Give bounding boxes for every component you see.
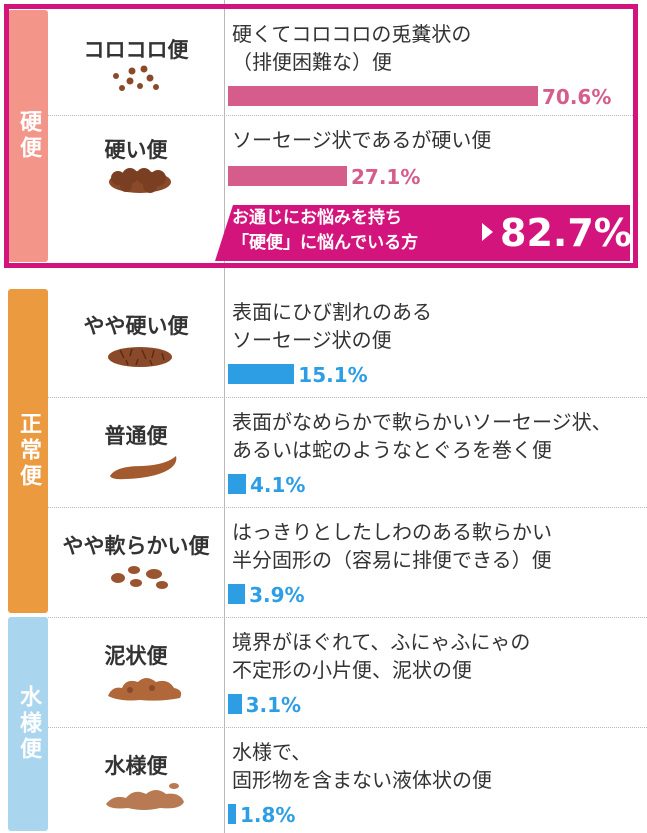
pellets-icon <box>113 65 159 91</box>
callout-value: 82.7% <box>500 211 632 255</box>
value-label-watery: 1.8% <box>240 803 296 827</box>
stool-name-slightly-hard: やや硬い便 <box>83 314 189 338</box>
bar-pellets <box>228 86 538 106</box>
bar-watery <box>228 804 236 824</box>
category-normal: 正常便 <box>8 289 48 613</box>
value-label-slightly-soft: 3.9% <box>249 583 305 607</box>
value-label-pellets: 70.6% <box>542 85 612 109</box>
bar-mushy <box>228 694 242 714</box>
callout-text: お通じにお悩みを持ち 「硬便」に悩んでいる方 <box>232 208 419 253</box>
row-separator <box>48 397 647 398</box>
desc-pellets: 硬くてコロコロの兎糞状の （排便困難な）便 <box>232 22 472 74</box>
column-divider <box>224 0 225 833</box>
value-label-mushy: 3.1% <box>245 693 302 717</box>
value-label-normal: 4.1% <box>250 473 306 497</box>
desc-normal: 表面がなめらかで軟らかいソーセージ状、 あるいは蛇のようなとぐろを巻く便 <box>232 410 612 462</box>
category-watery: 水様便 <box>8 617 48 831</box>
bar-slightly-soft <box>228 584 246 604</box>
hard-stool-total-callout <box>215 205 630 261</box>
desc-watery: 水様で、 固形物を含まない液体状の便 <box>232 740 492 792</box>
stool-name-normal: 普通便 <box>104 424 168 448</box>
stool-name-slightly-soft: やや軟らかい便 <box>62 534 210 558</box>
desc-mushy: 境界がほぐれて、ふにゃふにゃの 不定形の小片便、泥状の便 <box>232 630 531 682</box>
bar-normal <box>228 474 246 494</box>
stool-name-mushy: 泥状便 <box>104 644 168 668</box>
stool-name-pellets: コロコロ便 <box>83 38 189 62</box>
callout-arrow-icon <box>482 223 493 241</box>
hard-stool-highlight-frame <box>4 4 638 268</box>
lumpy-sausage-icon <box>109 168 171 193</box>
desc-hard: ソーセージ状であるが硬い便 <box>232 128 492 152</box>
cracked-sausage-icon <box>108 347 172 367</box>
watery-icon <box>106 783 184 810</box>
row-separator <box>48 507 647 508</box>
category-hard: 硬便 <box>8 10 48 262</box>
soft-blobs-icon <box>111 566 168 589</box>
desc-slightly-hard: 表面にひび割れのある ソーセージ状の便 <box>232 300 432 352</box>
value-label-hard: 27.1% <box>350 165 421 189</box>
row-separator <box>48 617 647 618</box>
row-separator <box>48 115 633 116</box>
row-separator <box>48 727 647 728</box>
stool-name-hard: 硬い便 <box>104 138 168 162</box>
smooth-sausage-icon <box>110 456 177 480</box>
mushy-icon <box>108 678 182 701</box>
stool-name-watery: 水様便 <box>104 754 168 778</box>
bar-hard <box>228 166 347 186</box>
bar-slightly-hard <box>228 364 295 384</box>
value-label-slightly-hard: 15.1% <box>298 363 368 387</box>
desc-slightly-soft: はっきりとしたしわのある軟らかい 半分固形の（容易に排便できる）便 <box>232 520 552 572</box>
